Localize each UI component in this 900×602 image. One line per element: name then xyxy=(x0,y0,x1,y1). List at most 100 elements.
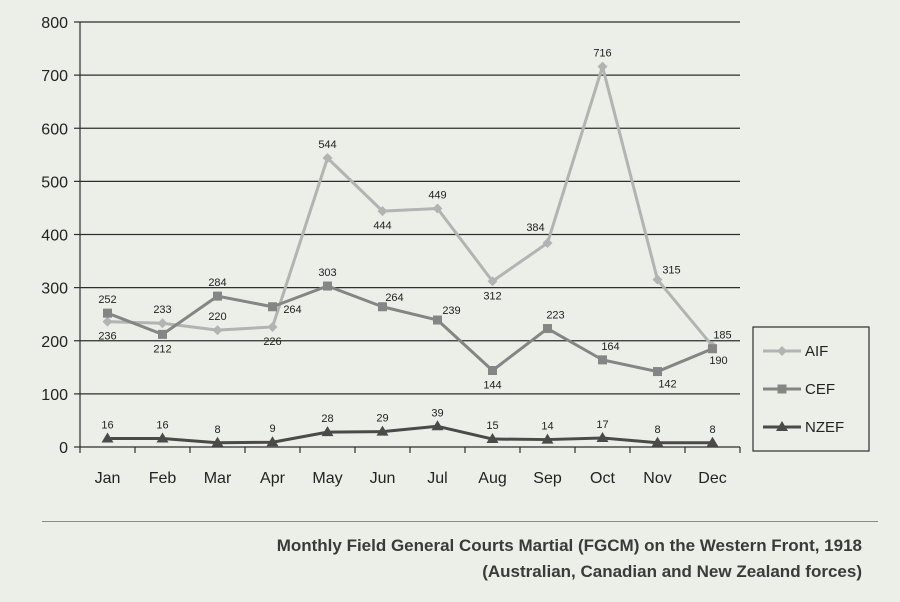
nzef-data-label: 8 xyxy=(214,424,220,436)
aif-data-point xyxy=(212,325,223,336)
aif-data-point xyxy=(157,318,168,329)
cef-data-label: 284 xyxy=(208,277,226,289)
cef-data-point xyxy=(378,302,387,312)
x-tick-label: Oct xyxy=(590,470,615,487)
aif-series-line xyxy=(107,65,714,348)
cef-data-point xyxy=(433,315,442,325)
nzef-data-point xyxy=(376,425,389,436)
cef-data-point xyxy=(103,308,112,318)
nzef-data-label: 16 xyxy=(101,420,113,432)
nzef-data-point xyxy=(541,433,554,444)
x-tick-label: Mar xyxy=(204,470,232,487)
nzef-data-label: 28 xyxy=(321,413,333,425)
legend-nzef-marker xyxy=(776,421,788,431)
cef-data-label: 164 xyxy=(601,341,619,353)
cef-data-label: 264 xyxy=(283,304,301,316)
aif-data-point xyxy=(322,153,333,163)
nzef-series-line xyxy=(107,424,713,445)
x-tick-label: Jun xyxy=(370,470,396,487)
cef-data-point xyxy=(213,291,222,301)
aif-data-point xyxy=(652,274,663,285)
aif-data-point xyxy=(267,321,278,332)
y-tick-label: 800 xyxy=(41,15,68,32)
x-tick-label: Dec xyxy=(698,470,726,487)
cef-data-point xyxy=(598,355,607,365)
x-tick-label: May xyxy=(312,470,342,487)
legend-nzef-label: NZEF xyxy=(805,419,844,436)
legend-aif-marker xyxy=(777,346,787,356)
x-tick-label: Nov xyxy=(643,470,671,487)
aif-data-point xyxy=(432,203,443,214)
aif-data-label: 220 xyxy=(208,311,226,323)
x-tick-label: Aug xyxy=(478,470,506,487)
nzef-data-point xyxy=(266,436,279,447)
cef-data-point xyxy=(268,302,277,312)
legend-aif-label: AIF xyxy=(805,343,828,360)
cef-series-line xyxy=(106,284,714,374)
nzef-data-point xyxy=(651,436,664,447)
x-tick-label: Jul xyxy=(427,470,447,487)
y-tick-label: 700 xyxy=(41,68,68,85)
nzef-data-label: 39 xyxy=(431,407,443,419)
aif-data-point xyxy=(597,61,608,72)
y-tick-label: 0 xyxy=(59,440,68,457)
cef-data-point xyxy=(158,329,167,339)
cef-data-label: 264 xyxy=(385,292,403,304)
cef-data-label: 185 xyxy=(713,330,731,342)
cef-data-label: 144 xyxy=(483,380,501,392)
cef-data-point xyxy=(323,281,332,291)
cef-data-point xyxy=(653,367,662,377)
nzef-data-label: 14 xyxy=(541,421,553,433)
nzef-data-point xyxy=(431,420,444,431)
nzef-data-point xyxy=(321,426,334,437)
cef-data-point xyxy=(708,344,717,354)
nzef-data-point xyxy=(211,436,224,447)
nzef-data-label: 29 xyxy=(376,413,388,425)
nzef-data-point xyxy=(596,431,609,442)
nzef-data-label: 17 xyxy=(596,419,608,431)
aif-data-label: 236 xyxy=(98,331,116,343)
aif-data-label: 233 xyxy=(153,304,171,316)
legend-cef-marker xyxy=(777,384,787,394)
x-tick-label: Sep xyxy=(533,470,562,487)
cef-data-label: 223 xyxy=(546,310,564,322)
aif-data-label: 449 xyxy=(428,189,446,201)
legend-cef-label: CEF xyxy=(805,381,835,398)
nzef-data-point xyxy=(156,432,169,443)
nzef-data-label: 16 xyxy=(156,420,168,432)
aif-data-point xyxy=(487,276,498,287)
y-tick-label: 100 xyxy=(41,387,68,404)
nzef-data-label: 9 xyxy=(269,423,275,435)
aif-data-label: 226 xyxy=(263,336,281,348)
y-tick-label: 300 xyxy=(41,281,68,298)
aif-data-point xyxy=(542,238,553,248)
cef-data-label: 212 xyxy=(153,343,171,355)
aif-data-point xyxy=(377,206,388,217)
cef-data-label: 252 xyxy=(98,294,116,306)
cef-data-label: 239 xyxy=(442,305,460,317)
cef-data-point xyxy=(543,324,552,334)
y-tick-label: 500 xyxy=(41,174,68,191)
y-tick-label: 600 xyxy=(41,121,68,138)
cef-data-point xyxy=(488,366,497,375)
aif-data-label: 384 xyxy=(526,222,544,234)
aif-data-point xyxy=(102,316,113,327)
x-tick-label: Apr xyxy=(260,470,286,487)
x-tick-label: Jan xyxy=(95,470,121,487)
aif-data-label: 444 xyxy=(373,220,391,232)
nzef-data-point xyxy=(486,433,499,444)
cef-data-label: 142 xyxy=(658,379,676,391)
nzef-data-point xyxy=(706,436,719,447)
y-tick-label: 400 xyxy=(41,228,68,245)
aif-data-label: 544 xyxy=(318,139,336,151)
aif-data-label: 315 xyxy=(662,265,680,277)
x-tick-label: Feb xyxy=(149,470,177,487)
nzef-data-label: 8 xyxy=(654,424,660,436)
nzef-data-label: 15 xyxy=(486,420,498,432)
caption-divider xyxy=(42,521,878,522)
caption-subtitle: (Australian, Canadian and New Zealand fo… xyxy=(482,562,862,581)
caption-title: Monthly Field General Courts Martial (FG… xyxy=(276,536,862,555)
cef-data-label: 303 xyxy=(318,267,336,279)
y-tick-label: 200 xyxy=(41,334,68,351)
